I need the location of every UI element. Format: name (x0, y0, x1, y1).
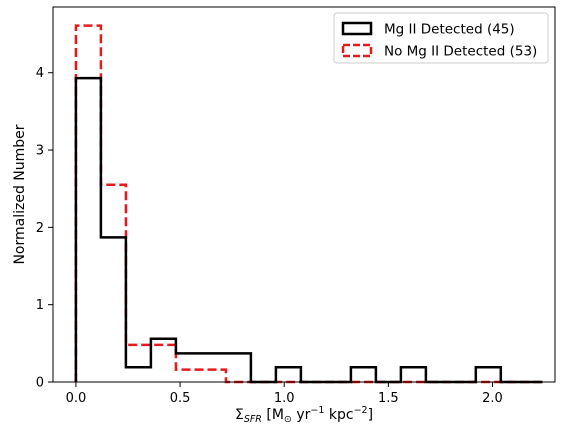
x-label-yr-exp: −1 (310, 405, 324, 416)
x-label-yr: yr (292, 407, 311, 423)
legend-swatch-no-mg-ii-detected (341, 43, 373, 58)
x-label-open: [M (262, 407, 284, 423)
x-label-sun: ⊙ (284, 414, 292, 425)
y-tick-label: 3 (36, 144, 44, 159)
x-tick-label: 1.0 (274, 391, 295, 406)
histogram-no-mg-ii-detected (74, 24, 543, 384)
x-axis-label: ΣSFR [M⊙ yr−1 kpc−2] (235, 405, 373, 425)
plot-frame (52, 6, 556, 383)
x-label-kpc: kpc (324, 407, 353, 423)
y-tick-label: 2 (36, 221, 44, 236)
x-label-close: ] (368, 407, 373, 423)
legend-label-mg-ii-detected: Mg II Detected (45) (384, 22, 515, 38)
y-tick-label: 1 (36, 298, 44, 313)
x-tick-label: 0.0 (66, 391, 87, 406)
legend-box (333, 12, 549, 64)
x-tick-label: 2.0 (482, 391, 503, 406)
x-label-sub: SFR (244, 414, 262, 425)
legend-swatch-mg-ii-detected (341, 21, 373, 36)
y-axis-label: Normalized Number (12, 124, 28, 264)
x-label-sigma: Σ (235, 407, 244, 423)
x-tick-label: 0.5 (170, 391, 191, 406)
x-tick-label: 1.5 (378, 391, 399, 406)
y-tick-label: 4 (36, 66, 44, 81)
histogram-mg-ii-detected (74, 76, 543, 384)
legend-label-no-mg-ii-detected: No Mg II Detected (53) (384, 44, 537, 60)
legend: Mg II Detected (45) No Mg II Detected (5… (333, 12, 549, 64)
y-tick-label: 0 (36, 376, 44, 391)
x-label-kpc-exp: −2 (354, 405, 368, 416)
ticks-layer: 0.0 0.5 1.0 1.5 2.0 0 1 2 3 4 (36, 66, 503, 406)
series-layer (74, 24, 543, 384)
